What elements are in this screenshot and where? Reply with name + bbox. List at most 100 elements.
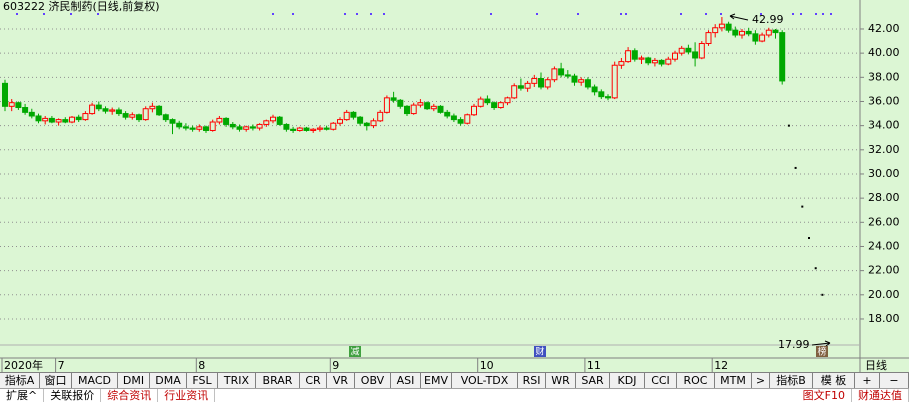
candle-body — [544, 79, 551, 88]
candle-body — [491, 102, 498, 109]
candle-body — [665, 58, 672, 65]
candle-body — [122, 113, 129, 118]
candle-body — [511, 85, 518, 99]
event-dot — [720, 13, 722, 15]
candle-body — [611, 64, 618, 99]
tab[interactable]: VR — [327, 373, 355, 388]
tab[interactable]: 窗口 — [40, 373, 72, 388]
candle-body — [350, 111, 357, 118]
candle-body — [745, 30, 752, 35]
tab[interactable]: FSL — [187, 373, 218, 388]
candle-body — [464, 114, 471, 124]
candle-body — [672, 52, 678, 60]
tab[interactable]: TRIX — [218, 373, 256, 388]
candle-body — [236, 126, 243, 130]
y-tick-label: 38.00 — [868, 70, 900, 83]
candle-body — [618, 61, 625, 66]
tab[interactable]: EMV — [421, 373, 452, 388]
tab[interactable]: CR — [300, 373, 327, 388]
link[interactable]: 关联报价 — [44, 389, 102, 402]
candle-body — [283, 123, 290, 130]
candle-body — [35, 115, 42, 122]
x-tick-label: 2020年 — [4, 358, 43, 372]
tab[interactable]: > — [752, 373, 770, 388]
candle-body — [779, 32, 786, 82]
x-tick-label: 9 — [332, 359, 339, 372]
candle-body — [189, 127, 196, 130]
candle-body — [209, 121, 216, 131]
y-tick-label: 40.00 — [868, 46, 900, 59]
tab[interactable]: MACD — [72, 373, 118, 388]
candle-body — [598, 91, 605, 98]
candle-body — [457, 119, 464, 124]
indicator-tabs: 指标A 窗口 MACD DMI DMA FSL TRIX BRAR CR VR OBV ASI EMV V… — [0, 372, 909, 388]
candle-body — [477, 98, 484, 107]
tab[interactable]: DMA — [150, 373, 187, 388]
tab[interactable]: KDJ — [610, 373, 645, 388]
event-dot — [705, 13, 707, 15]
candle-body — [631, 50, 638, 60]
tab[interactable]: VOL-TDX — [452, 373, 518, 388]
candle-body — [276, 116, 283, 125]
candle-body — [62, 119, 69, 123]
projection-dot — [821, 293, 824, 296]
candle-body — [531, 78, 538, 84]
tab[interactable]: 模 板 — [813, 373, 855, 388]
event-dot — [383, 13, 385, 15]
tab[interactable]: CCI — [645, 373, 677, 388]
candle-body — [176, 122, 183, 128]
candle-body — [471, 105, 477, 116]
x-tick-label: 11 — [587, 359, 601, 372]
tab[interactable]: DMI — [118, 373, 150, 388]
tab[interactable]: − — [880, 373, 909, 388]
event-dot — [370, 13, 372, 15]
candle-body — [156, 105, 163, 116]
candle-body — [149, 105, 156, 110]
x-tick-label: 8 — [198, 359, 205, 372]
y-tick-label: 22.00 — [868, 264, 900, 277]
candle-body — [115, 109, 122, 115]
candle-body — [739, 30, 745, 36]
tab[interactable]: ROC — [677, 373, 715, 388]
background — [0, 0, 909, 372]
tab[interactable]: OBV — [355, 373, 391, 388]
link[interactable]: 扩展^ — [0, 389, 45, 402]
candle-body — [450, 115, 457, 121]
tab[interactable]: SAR — [576, 373, 610, 388]
event-dot — [830, 13, 832, 15]
candle-body — [323, 127, 330, 130]
candle-body — [136, 114, 142, 121]
tab[interactable]: ASI — [391, 373, 421, 388]
candle-body — [8, 102, 15, 107]
low-label: 17.99 — [778, 338, 810, 351]
tab[interactable]: WR — [546, 373, 576, 388]
tab[interactable]: 指标A — [0, 373, 40, 388]
link[interactable]: 财通达值 — [852, 389, 909, 402]
candle-body — [229, 123, 236, 128]
tab[interactable]: MTM — [715, 373, 752, 388]
candle-body — [658, 59, 665, 65]
candle-body — [591, 86, 598, 93]
tab[interactable]: + — [855, 373, 880, 388]
candle-body — [765, 29, 772, 36]
tab[interactable]: RSI — [518, 373, 546, 388]
candle-body — [571, 75, 578, 83]
tab[interactable]: 指标B — [770, 373, 813, 388]
link[interactable]: 综合资讯 — [101, 389, 159, 402]
candle-body — [625, 50, 632, 63]
tab[interactable]: BRAR — [256, 373, 300, 388]
candle-body — [437, 105, 444, 113]
y-tick-label: 28.00 — [868, 191, 900, 204]
event-dot — [16, 13, 18, 15]
candle-body — [417, 102, 424, 106]
y-tick-label: 24.00 — [868, 239, 900, 252]
link[interactable]: 图文F10 — [797, 389, 852, 402]
event-dot — [620, 13, 622, 15]
candle-body — [55, 119, 62, 123]
candle-body — [303, 127, 310, 131]
link[interactable]: 行业资讯 — [158, 389, 216, 402]
candle-body — [390, 97, 397, 101]
arrow — [729, 13, 749, 21]
y-tick-label: 36.00 — [868, 94, 900, 107]
